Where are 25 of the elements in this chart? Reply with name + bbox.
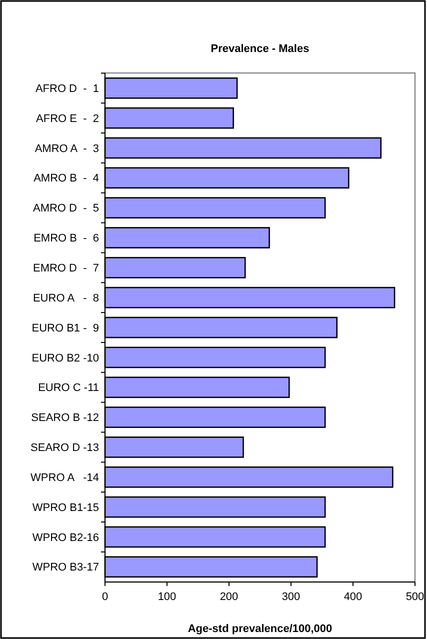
y-tick-label: EURO B1 - 9: [32, 322, 99, 334]
y-tick-label: AMRO D - 5: [32, 202, 99, 215]
x-tick-label: 0: [102, 591, 108, 603]
x-axis-title: Age-std prevalence/100,000: [188, 623, 332, 635]
y-tick-label: WPRO B3-17: [32, 562, 99, 574]
x-tick-label: 200: [220, 591, 238, 603]
y-tick-label: WPRO B2-16: [32, 532, 99, 544]
y-tick-label: SEARO D -13: [30, 442, 99, 454]
y-tick-label: EMRO D - 7: [32, 262, 99, 275]
y-tick-label: EMRO B - 6: [34, 232, 99, 245]
y-tick-label: AFRO E - 2: [36, 112, 99, 125]
y-tick-label: EURO A - 8: [32, 292, 99, 304]
x-tick-label: 100: [158, 591, 176, 603]
y-tick-label: AFRO D - 1: [35, 82, 99, 95]
y-tick-label: WPRO B1-15: [32, 502, 99, 514]
y-tick-label: WPRO A -14: [30, 472, 99, 484]
x-tick-label: 400: [344, 591, 362, 603]
y-tick-label: SEARO B -12: [31, 412, 99, 424]
y-tick-label: AMRO B - 4: [34, 172, 99, 185]
chart-title: Prevalence - Males: [210, 43, 310, 55]
x-tick-label: 500: [406, 591, 424, 603]
y-tick-label: EURO B2 -10: [32, 352, 99, 364]
y-tick-label: EURO C -11: [38, 382, 99, 394]
y-tick-label: AMRO A - 3: [34, 142, 99, 155]
x-tick-label: 300: [282, 591, 300, 603]
